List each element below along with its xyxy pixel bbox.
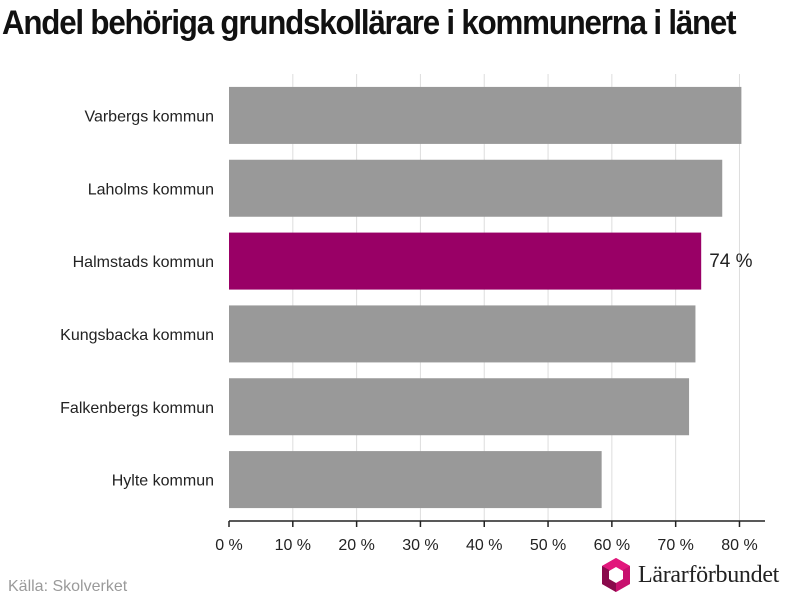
x-tick-label: 20 % — [338, 537, 374, 554]
bar — [229, 378, 690, 436]
x-tick-label: 40 % — [466, 537, 502, 554]
chart-title: Andel behöriga grundskollärare i kommune… — [2, 4, 737, 42]
x-tick-label: 30 % — [402, 537, 438, 554]
lararforbundet-logo: Lärarförbundet — [600, 556, 779, 594]
logo-text: Lärarförbundet — [638, 561, 780, 588]
x-tick-label: 0 % — [215, 537, 243, 554]
category-label: Hylte kommun — [112, 473, 214, 490]
bar — [229, 159, 723, 217]
x-tick-label: 10 % — [275, 537, 311, 554]
bar — [229, 305, 696, 363]
category-label: Falkenbergs kommun — [60, 400, 214, 417]
x-tick-label: 70 % — [657, 537, 693, 554]
source-note: Källa: Skolverket — [8, 578, 128, 595]
category-label: Laholms kommun — [88, 181, 214, 198]
data-label: 74 % — [709, 251, 752, 272]
x-tick-label: 60 % — [594, 537, 630, 554]
category-label: Kungsbacka kommun — [60, 327, 214, 344]
category-label: Halmstads kommun — [73, 254, 214, 271]
x-tick-label: 50 % — [530, 537, 566, 554]
category-label: Varbergs kommun — [84, 108, 214, 125]
bar-chart: Varbergs kommun Laholms kommun Halmstads k… — [60, 74, 765, 554]
bar — [229, 451, 602, 509]
bar — [229, 86, 742, 144]
hexagon-logo-icon — [602, 558, 630, 592]
x-tick-label: 80 % — [721, 537, 757, 554]
bar — [229, 232, 702, 290]
